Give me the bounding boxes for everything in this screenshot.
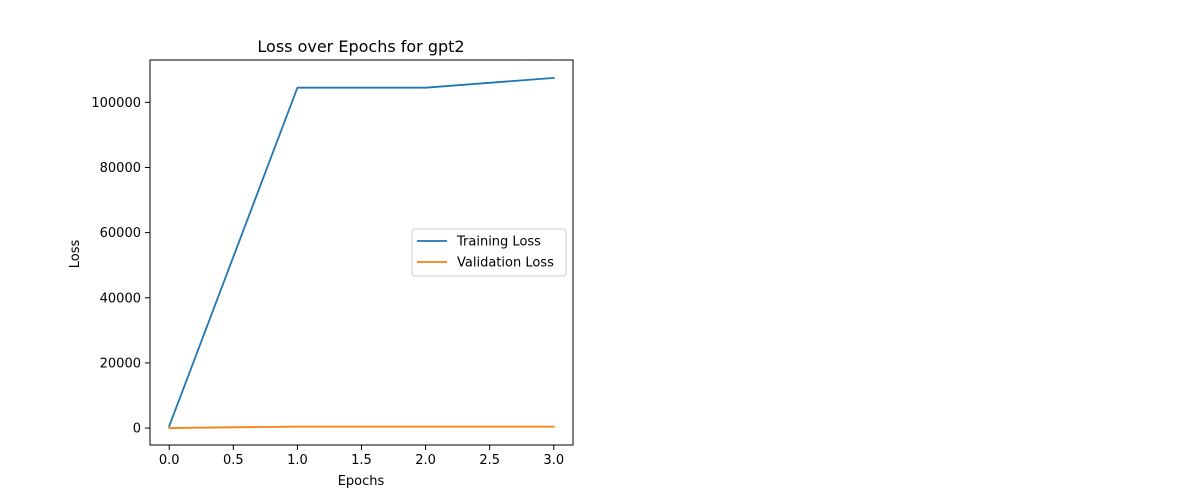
x-tick-label: 2.5 [479,453,500,468]
x-tick-label: 1.0 [287,453,308,468]
y-axis-label: Loss [68,240,83,269]
x-tick-label: 0.0 [159,453,180,468]
y-tick-label: 100000 [91,96,141,111]
plot-area: 0.0 0.5 1.0 1.5 2.0 2.5 3.0 0 20000 40000 60000 800… [91,59,574,468]
legend-box [411,228,567,277]
legend-label-validation-loss: Validation Loss [457,256,554,271]
x-tick-label: 2.0 [415,453,436,468]
x-axis-label: Epochs [338,474,385,489]
y-tick-label: 20000 [100,356,141,371]
series-line-training-loss [168,76,555,428]
y-tick-label: 60000 [100,226,141,241]
y-tick-label: 40000 [100,291,141,306]
x-tick-label: 0.5 [223,453,244,468]
x-tick-label: 3.0 [543,453,564,468]
legend: Training Loss Validation Loss [411,228,567,277]
y-tick-label: 0 [133,422,141,437]
x-tick-label: 1.5 [351,453,372,468]
chart-title: Loss over Epochs for gpt2 [257,37,464,56]
y-tick-label: 80000 [100,161,141,176]
legend-label-training-loss: Training Loss [456,235,541,250]
series-line-validation-loss [168,425,555,429]
